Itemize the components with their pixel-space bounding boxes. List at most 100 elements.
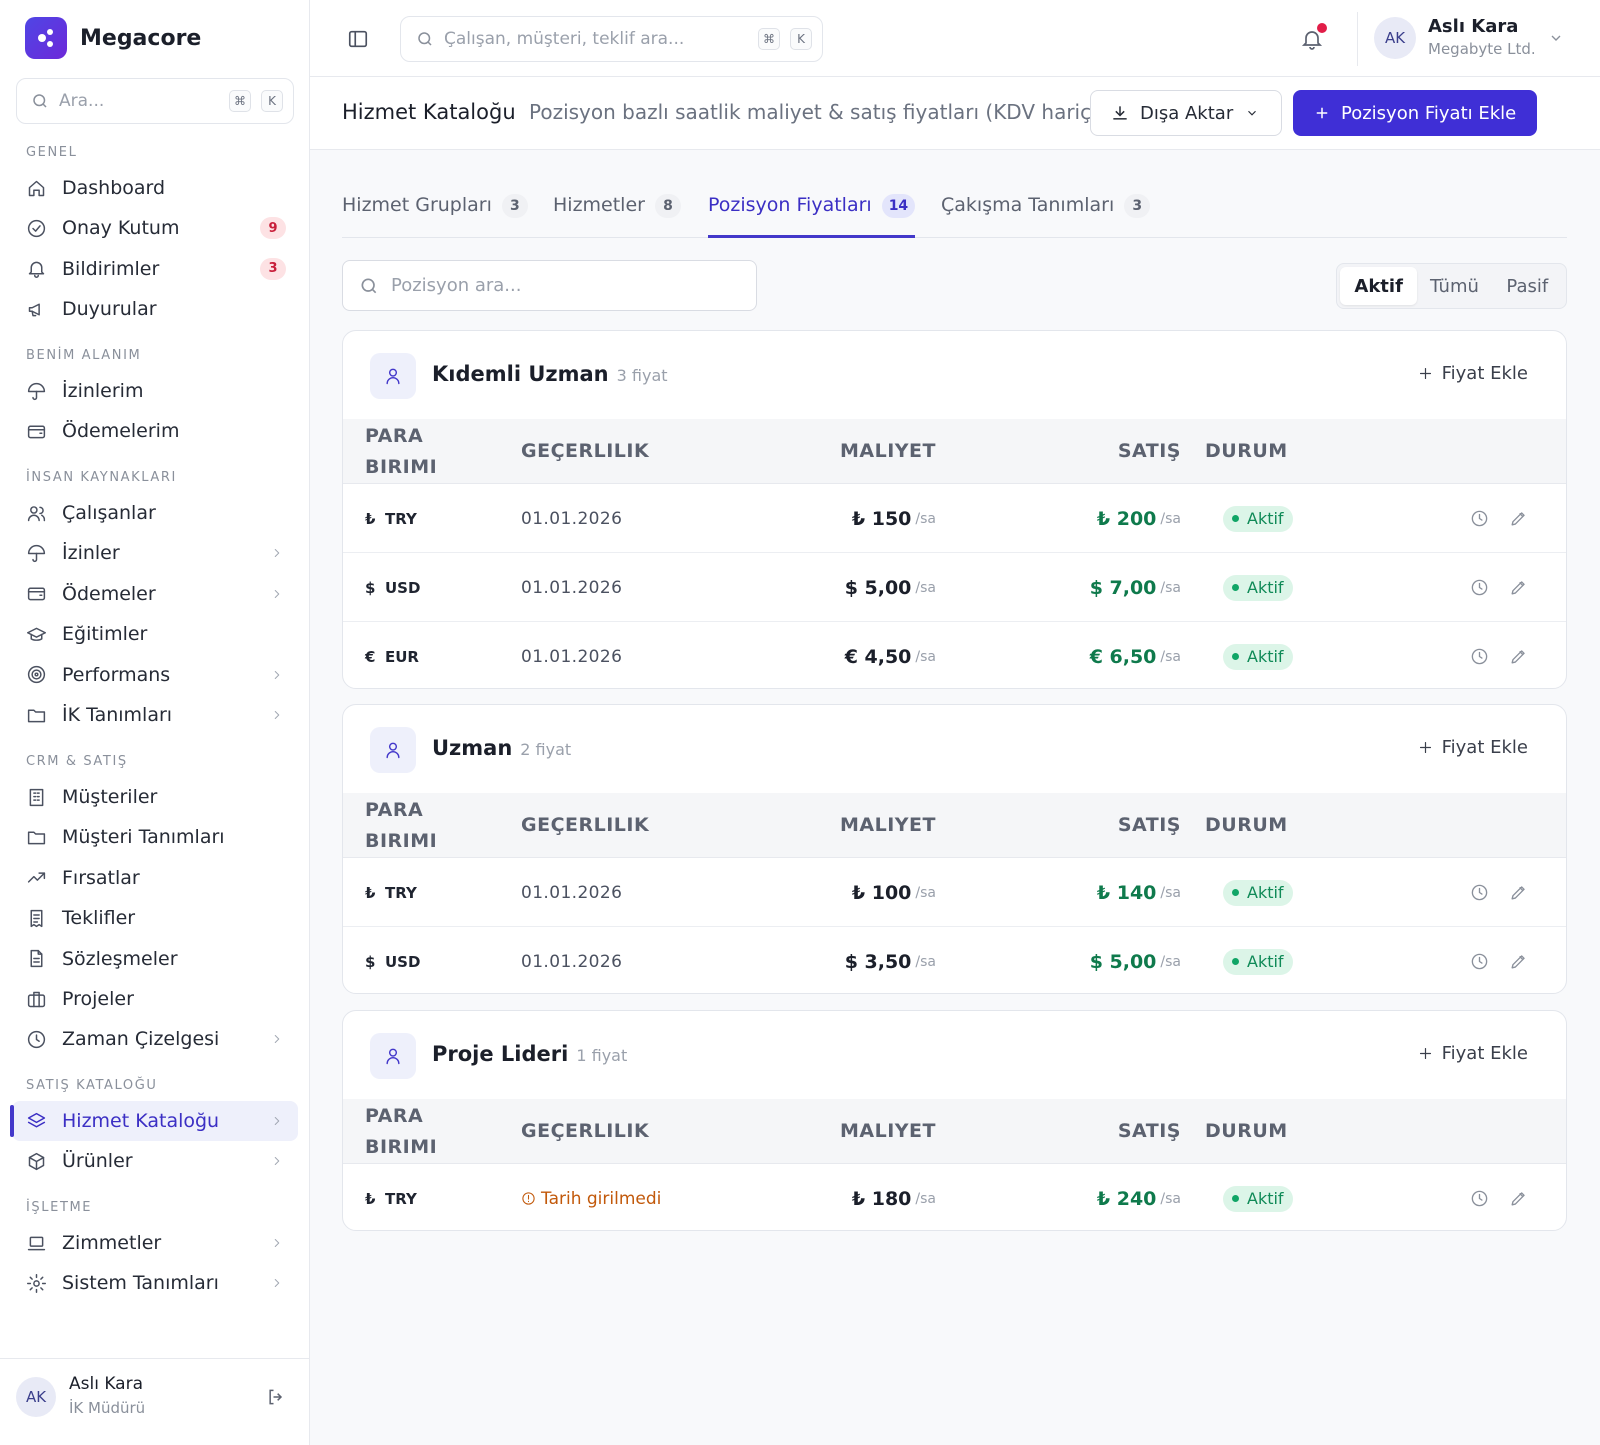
row-actions	[1470, 927, 1528, 993]
sidebar-item-eğitimler[interactable]: Eğitimler	[12, 614, 298, 654]
sidebar-item-duyurular[interactable]: Duyurular	[12, 289, 298, 329]
sidebar-item-bildirimler[interactable]: Bildirimler 3	[12, 249, 298, 289]
sidebar-item-zimmetler[interactable]: Zimmetler	[12, 1223, 298, 1263]
position-search-placeholder: Pozisyon ara...	[391, 275, 522, 296]
global-search[interactable]: Çalışan, müşteri, teklif ara... ⌘ K	[400, 16, 823, 62]
sidebar-item-label: Duyurular	[62, 298, 157, 321]
sidebar-item-onay-kutum[interactable]: Onay Kutum 9	[12, 208, 298, 248]
user-company: Megabyte Ltd.	[1428, 40, 1536, 58]
add-position-price-button[interactable]: Pozisyon Fiyatı Ekle	[1293, 90, 1537, 136]
currency-code: USD	[385, 952, 421, 971]
sidebar-section-label: SATIŞ KATALOĞU	[26, 1078, 158, 1093]
unit-label: /sa	[1160, 953, 1181, 970]
briefcase-icon	[25, 988, 47, 1010]
status-badge: Aktif	[1223, 643, 1293, 670]
tab-hizmetler[interactable]: Hizmetler 8	[553, 188, 681, 238]
pencil-icon[interactable]	[1509, 578, 1528, 597]
position-search-input[interactable]: Pozisyon ara...	[342, 260, 757, 311]
export-button[interactable]: Dışa Aktar	[1090, 90, 1282, 136]
validity-date: 01.01.2026	[521, 508, 623, 529]
status-dot	[1232, 584, 1239, 591]
pencil-icon[interactable]	[1509, 509, 1528, 528]
status-cell: Aktif	[1223, 1164, 1293, 1230]
sidebar-item-performans[interactable]: Performans	[12, 655, 298, 695]
pencil-icon[interactable]	[1509, 883, 1528, 902]
logout-icon[interactable]	[266, 1387, 286, 1407]
table-row: ₺ TRY 01.01.2026 ₺ 100/sa ₺ 140/sa Aktif	[343, 858, 1566, 927]
header-text: PARA	[365, 1104, 424, 1127]
sidebar-item-sözleşmeler[interactable]: Sözleşmeler	[12, 939, 298, 979]
history-icon[interactable]	[1470, 509, 1489, 528]
plus-icon	[1417, 365, 1434, 382]
history-icon[interactable]	[1470, 1189, 1489, 1208]
bell-icon[interactable]	[1300, 27, 1324, 51]
table-header: PARA BIRIMI GEÇERLILIK MALIYET SATIŞ DURU…	[343, 419, 1566, 484]
layers-icon	[25, 1110, 47, 1132]
sidebar-item-fırsatlar[interactable]: Fırsatlar	[12, 858, 298, 898]
position-card: Kıdemli Uzman 3 fiyat Fiyat Ekle PARA BIRI…	[342, 330, 1567, 689]
avatar[interactable]: AK	[16, 1377, 56, 1417]
header-text: PARA	[365, 424, 424, 447]
unit-label: /sa	[915, 510, 936, 527]
sidebar-item-i-zinler[interactable]: İzinler	[12, 533, 298, 573]
sidebar-item-i-zinlerim[interactable]: İzinlerim	[12, 371, 298, 411]
pencil-icon[interactable]	[1509, 1189, 1528, 1208]
export-label: Dışa Aktar	[1140, 102, 1234, 124]
sidebar-item-ödemeler[interactable]: Ödemeler	[12, 574, 298, 614]
history-icon[interactable]	[1470, 952, 1489, 971]
segment-tumu[interactable]: Tümü	[1430, 275, 1479, 297]
history-icon[interactable]	[1470, 578, 1489, 597]
cost-value: € 4,50/sa	[845, 622, 936, 688]
sidebar-item-ürünler[interactable]: Ürünler	[12, 1141, 298, 1181]
sidebar-item-label: Bildirimler	[62, 257, 160, 280]
sidebar-search[interactable]: Ara... ⌘ K	[16, 78, 294, 124]
segment-aktif[interactable]: Aktif	[1340, 267, 1418, 305]
topbar-divider	[1357, 12, 1358, 66]
tab-count: 8	[654, 194, 681, 218]
status-text: Aktif	[1247, 578, 1284, 597]
status-text: Aktif	[1247, 509, 1284, 528]
home-icon	[25, 177, 47, 199]
column-header-sale: SATIŞ	[1117, 1120, 1181, 1142]
column-header-currency: PARA BIRIMI	[365, 793, 437, 858]
sidebar-item-teklifler[interactable]: Teklifler	[12, 898, 298, 938]
history-icon[interactable]	[1470, 647, 1489, 666]
sidebar-item-i-k-tanımları[interactable]: İK Tanımları	[12, 695, 298, 735]
sidebar-item-müşteri-tanımları[interactable]: Müşteri Tanımları	[12, 817, 298, 857]
sidebar-toggle-icon[interactable]	[347, 28, 369, 50]
chevron-down-icon[interactable]	[1548, 30, 1564, 46]
add-price-button[interactable]: Fiyat Ekle	[1417, 737, 1528, 758]
sidebar-item-projeler[interactable]: Projeler	[12, 979, 298, 1019]
pencil-icon[interactable]	[1509, 647, 1528, 666]
catalog-tabs: Hizmet Grupları 3 Hizmetler 8 Pozisyon Fiy…	[342, 188, 1567, 238]
cost-value: ₺ 180/sa	[852, 1164, 936, 1230]
sidebar-item-sistem-tanımları[interactable]: Sistem Tanımları	[12, 1263, 298, 1303]
status-cell: Aktif	[1223, 927, 1293, 993]
user-name[interactable]: Aslı Kara	[1428, 16, 1519, 37]
sidebar-item-hizmet-kataloğu[interactable]: Hizmet Kataloğu	[10, 1101, 298, 1141]
currency-code: TRY	[385, 509, 417, 528]
column-header-currency: PARA BIRIMI	[365, 419, 437, 484]
sidebar-item-dashboard[interactable]: Dashboard	[12, 168, 298, 208]
pencil-icon[interactable]	[1509, 952, 1528, 971]
add-price-button[interactable]: Fiyat Ekle	[1417, 1043, 1528, 1064]
segment-pasif[interactable]: Pasif	[1506, 275, 1549, 297]
sidebar-item-ödemelerim[interactable]: Ödemelerim	[12, 411, 298, 451]
tab-pozisyon-fiyatlari[interactable]: Pozisyon Fiyatları 14	[708, 188, 916, 238]
sidebar-item-zaman-çizelgesi[interactable]: Zaman Çizelgesi	[12, 1019, 298, 1059]
tab-cakisma-tanimlari[interactable]: Çakışma Tanımları 3	[941, 188, 1151, 238]
umbrella-icon	[25, 380, 47, 402]
column-header-status: DURUM	[1205, 1120, 1288, 1142]
tab-hizmet-gruplari[interactable]: Hizmet Grupları 3	[342, 188, 528, 238]
brand[interactable]: Megacore	[25, 17, 201, 59]
add-price-button[interactable]: Fiyat Ekle	[1417, 363, 1528, 384]
search-icon	[31, 92, 49, 110]
currency-symbol: $	[365, 578, 376, 597]
sidebar-item-çalışanlar[interactable]: Çalışanlar	[12, 493, 298, 533]
trending-up-icon	[25, 867, 47, 889]
sidebar-item-müşteriler[interactable]: Müşteriler	[12, 777, 298, 817]
count-badge: 9	[260, 217, 286, 240]
history-icon[interactable]	[1470, 883, 1489, 902]
sidebar-item-label: Sistem Tanımları	[62, 1272, 219, 1295]
user-avatar[interactable]: AK	[1374, 17, 1416, 59]
